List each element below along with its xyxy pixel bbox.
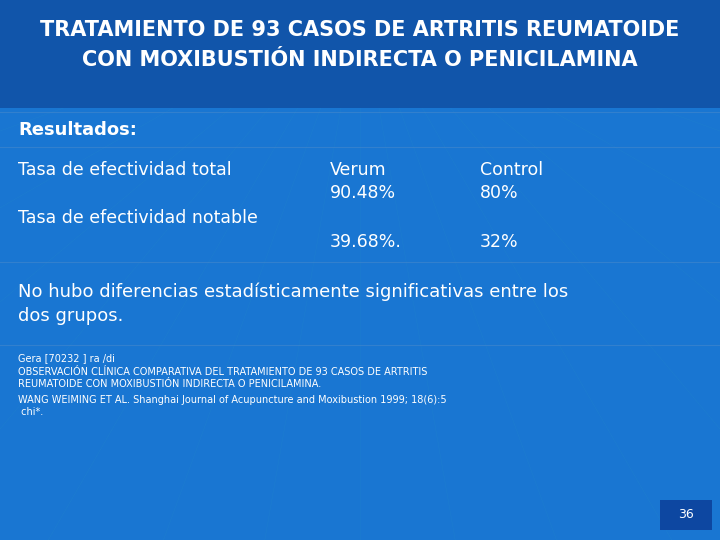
Text: dos grupos.: dos grupos. [18,307,123,325]
Text: WANG WEIMING ET AL. Shanghai Journal of Acupuncture and Moxibustion 1999; 18(6):: WANG WEIMING ET AL. Shanghai Journal of … [18,395,446,405]
Text: Verum: Verum [330,161,387,179]
Text: TRATAMIENTO DE 93 CASOS DE ARTRITIS REUMATOIDE: TRATAMIENTO DE 93 CASOS DE ARTRITIS REUM… [40,20,680,40]
Bar [660,500,712,530]
Text: Tasa de efectividad total: Tasa de efectividad total [18,161,232,179]
Text: REUMATOIDE CON MOXIBUSTIÓN INDIRECTA O PENICILAMINA.: REUMATOIDE CON MOXIBUSTIÓN INDIRECTA O P… [18,379,321,389]
Text: 90.48%: 90.48% [330,184,396,202]
Text: Resultados:: Resultados: [18,121,137,139]
Text: OBSERVACIÓN CLÍNICA COMPARATIVA DEL TRATAMIENTO DE 93 CASOS DE ARTRITIS: OBSERVACIÓN CLÍNICA COMPARATIVA DEL TRAT… [18,367,428,377]
Text: 80%: 80% [480,184,518,202]
Text: Control: Control [480,161,543,179]
Text: 32%: 32% [480,233,518,251]
Text: 39.68%.: 39.68%. [330,233,402,251]
Text: Gera [70232 ] ra /di: Gera [70232 ] ra /di [18,353,115,363]
Bar [0,0,720,108]
Text: No hubo diferencias estadísticamente significativas entre los: No hubo diferencias estadísticamente sig… [18,283,568,301]
Text: CON MOXIBUSTIÓN INDIRECTA O PENICILAMINA: CON MOXIBUSTIÓN INDIRECTA O PENICILAMINA [82,50,638,70]
Text: Tasa de efectividad notable: Tasa de efectividad notable [18,209,258,227]
Text: chi*.: chi*. [18,407,43,417]
Text: 36: 36 [678,509,694,522]
